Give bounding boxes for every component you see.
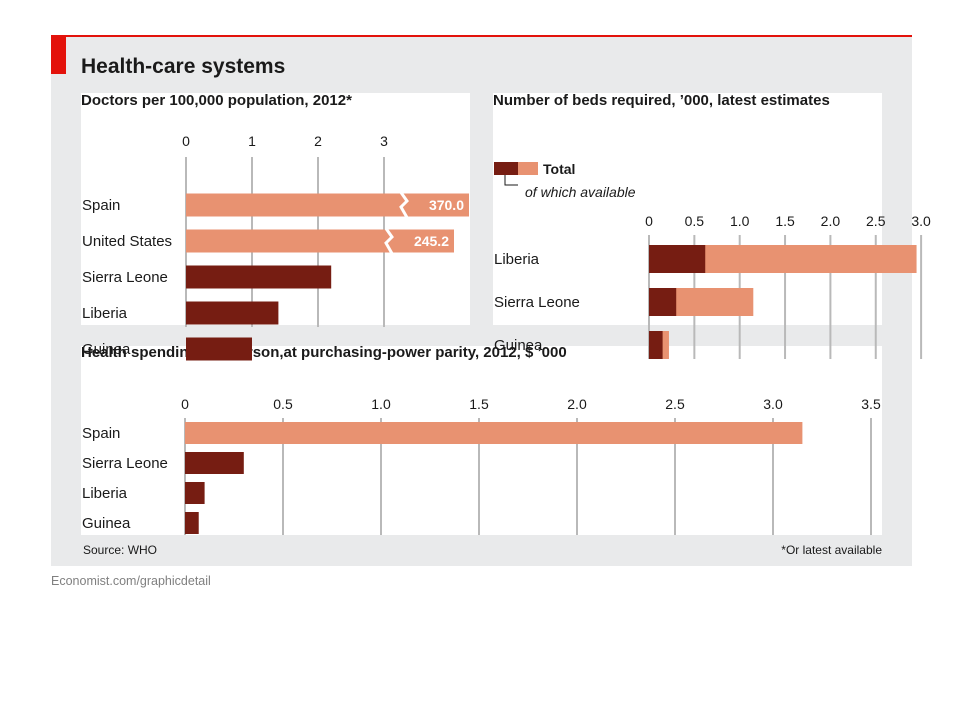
legend-total-swatch (518, 162, 538, 175)
spending-category-label: Spain (82, 425, 120, 442)
footnote: *Or latest available (781, 543, 882, 557)
doctors-tick-label: 3 (380, 133, 388, 149)
beds-category-label: Guinea (494, 337, 543, 354)
doctors-break-mark (384, 227, 394, 255)
doctors-bar (186, 337, 252, 361)
beds-tick-label: 2.5 (866, 213, 886, 229)
source-note: Source: WHO (83, 543, 158, 557)
chart-figure: Health-care systems Doctors per 100,000 … (51, 35, 931, 566)
spending-bar (185, 422, 803, 444)
spending-bar (185, 482, 205, 504)
doctors-value-label: 370.0 (429, 197, 464, 213)
beds-available-bar (649, 288, 677, 316)
beds-category-label: Sierra Leone (494, 294, 580, 311)
top-red-rule (51, 35, 912, 37)
spending-tick-label: 0.5 (273, 396, 293, 412)
doctors-tick-label: 1 (248, 133, 256, 149)
spending-category-label: Liberia (82, 485, 128, 502)
spending-category-label: Guinea (82, 515, 131, 532)
beds-tick-label: 3.0 (911, 213, 931, 229)
legend-available-swatch (494, 162, 518, 175)
legend-leader-line (504, 175, 518, 186)
spending-bar (185, 452, 244, 474)
spending-tick-label: 0 (181, 396, 189, 412)
beds-tick-label: 0.5 (685, 213, 705, 229)
spending-bar (185, 512, 199, 534)
doctors-tick-label: 0 (182, 133, 190, 149)
legend-available-label: of which available (525, 184, 636, 200)
credit-line: Economist.com/graphicdetail (51, 574, 211, 588)
legend-total-label: Total (543, 161, 575, 177)
doctors-bar (186, 193, 469, 217)
spending-tick-label: 2.0 (567, 396, 587, 412)
spending-tick-label: 3.0 (763, 396, 783, 412)
spending-tick-label: 3.5 (861, 396, 881, 412)
spending-tick-label: 2.5 (665, 396, 685, 412)
doctors-category-label: Guinea (82, 341, 131, 358)
spending-tick-label: 1.5 (469, 396, 489, 412)
red-tab-marker (51, 37, 66, 74)
beds-chart: Total of which available 0 0.5 1.0 1.5 2.0 2.5 3… (494, 161, 931, 359)
spending-tick-label: 1.0 (371, 396, 391, 412)
main-title: Health-care systems (81, 55, 286, 78)
beds-panel-background (493, 93, 882, 325)
beds-tick-label: 1.0 (730, 213, 750, 229)
spending-category-label: Sierra Leone (82, 455, 168, 472)
doctors-category-label: Liberia (82, 305, 128, 322)
beds-category-label: Liberia (494, 251, 540, 268)
doctors-category-label: United States (82, 233, 172, 250)
doctors-chart: 0 1 2 3 Spain 370.0 United States 245.2 Sierra L… (82, 133, 469, 361)
doctors-bar (186, 301, 279, 325)
beds-available-bar (649, 245, 706, 273)
doctors-break-mark (399, 191, 409, 219)
doctors-value-label: 245.2 (414, 233, 449, 249)
doctors-category-label: Sierra Leone (82, 269, 168, 286)
beds-tick-label: 0 (645, 213, 653, 229)
spending-chart: 0 0.5 1.0 1.5 2.0 2.5 3.0 3.5 Spain Sierra Leone L… (82, 396, 881, 535)
doctors-bar (186, 265, 332, 289)
doctors-category-label: Spain (82, 197, 120, 214)
beds-available-bar (649, 331, 663, 359)
doctors-tick-label: 2 (314, 133, 322, 149)
beds-tick-label: 2.0 (821, 213, 841, 229)
doctors-chart-title: Doctors per 100,000 population, 2012* (81, 92, 352, 109)
beds-chart-title: Number of beds required, ’000, latest es… (493, 92, 830, 109)
beds-tick-label: 1.5 (775, 213, 795, 229)
